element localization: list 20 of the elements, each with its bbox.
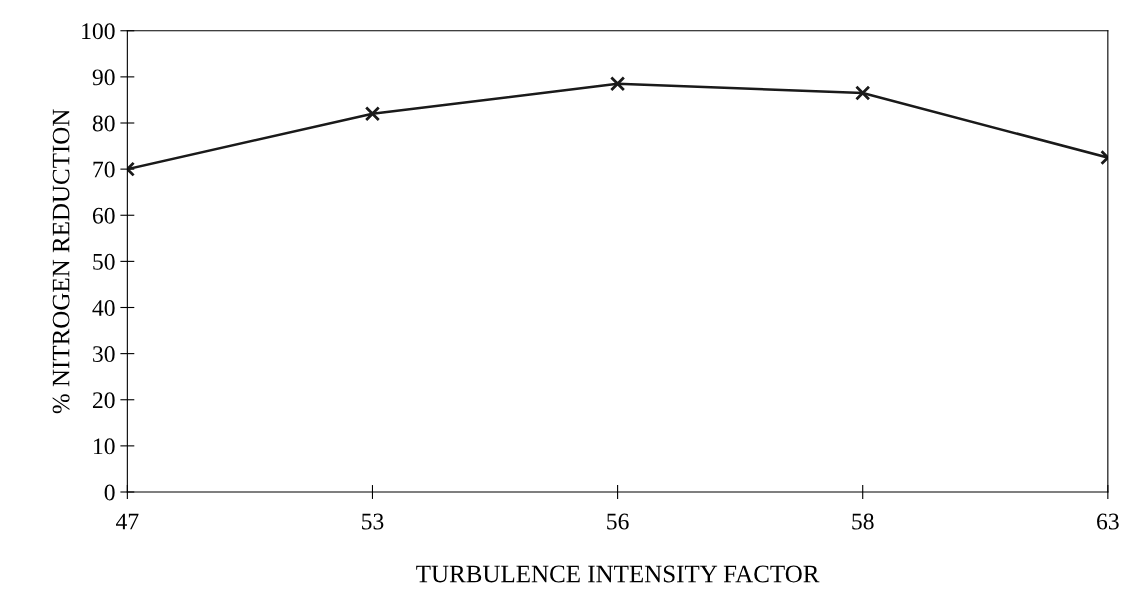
x-tick-label: 63 bbox=[1097, 513, 1119, 530]
x-axis-title: TURBULENCE INTENSITY FACTOR bbox=[416, 565, 820, 583]
y-tick-label: 20 bbox=[92, 392, 115, 409]
y-tick-label: 0 bbox=[104, 484, 115, 501]
y-tick-label: 90 bbox=[92, 69, 115, 86]
y-tick-label: 70 bbox=[93, 161, 115, 178]
y-tick-label: 10 bbox=[94, 438, 115, 455]
point bbox=[364, 106, 381, 122]
point bbox=[609, 76, 626, 92]
x-tick-label: 56 bbox=[607, 513, 629, 530]
x-tick-label: 47 bbox=[116, 513, 139, 530]
y-tick-label: 60 bbox=[92, 207, 115, 224]
y-tick-label: 80 bbox=[92, 115, 115, 132]
y-tick-label: 100 bbox=[82, 23, 115, 40]
x-tick-label: 58 bbox=[852, 513, 874, 530]
y-axis-title: % NITROGEN REDUCTION bbox=[52, 109, 70, 414]
x-tick-label: 53 bbox=[362, 513, 384, 530]
y-tick-label: 30 bbox=[93, 346, 115, 363]
y-tick-label: 50 bbox=[93, 253, 115, 270]
y-tick-label: 40 bbox=[92, 299, 115, 316]
